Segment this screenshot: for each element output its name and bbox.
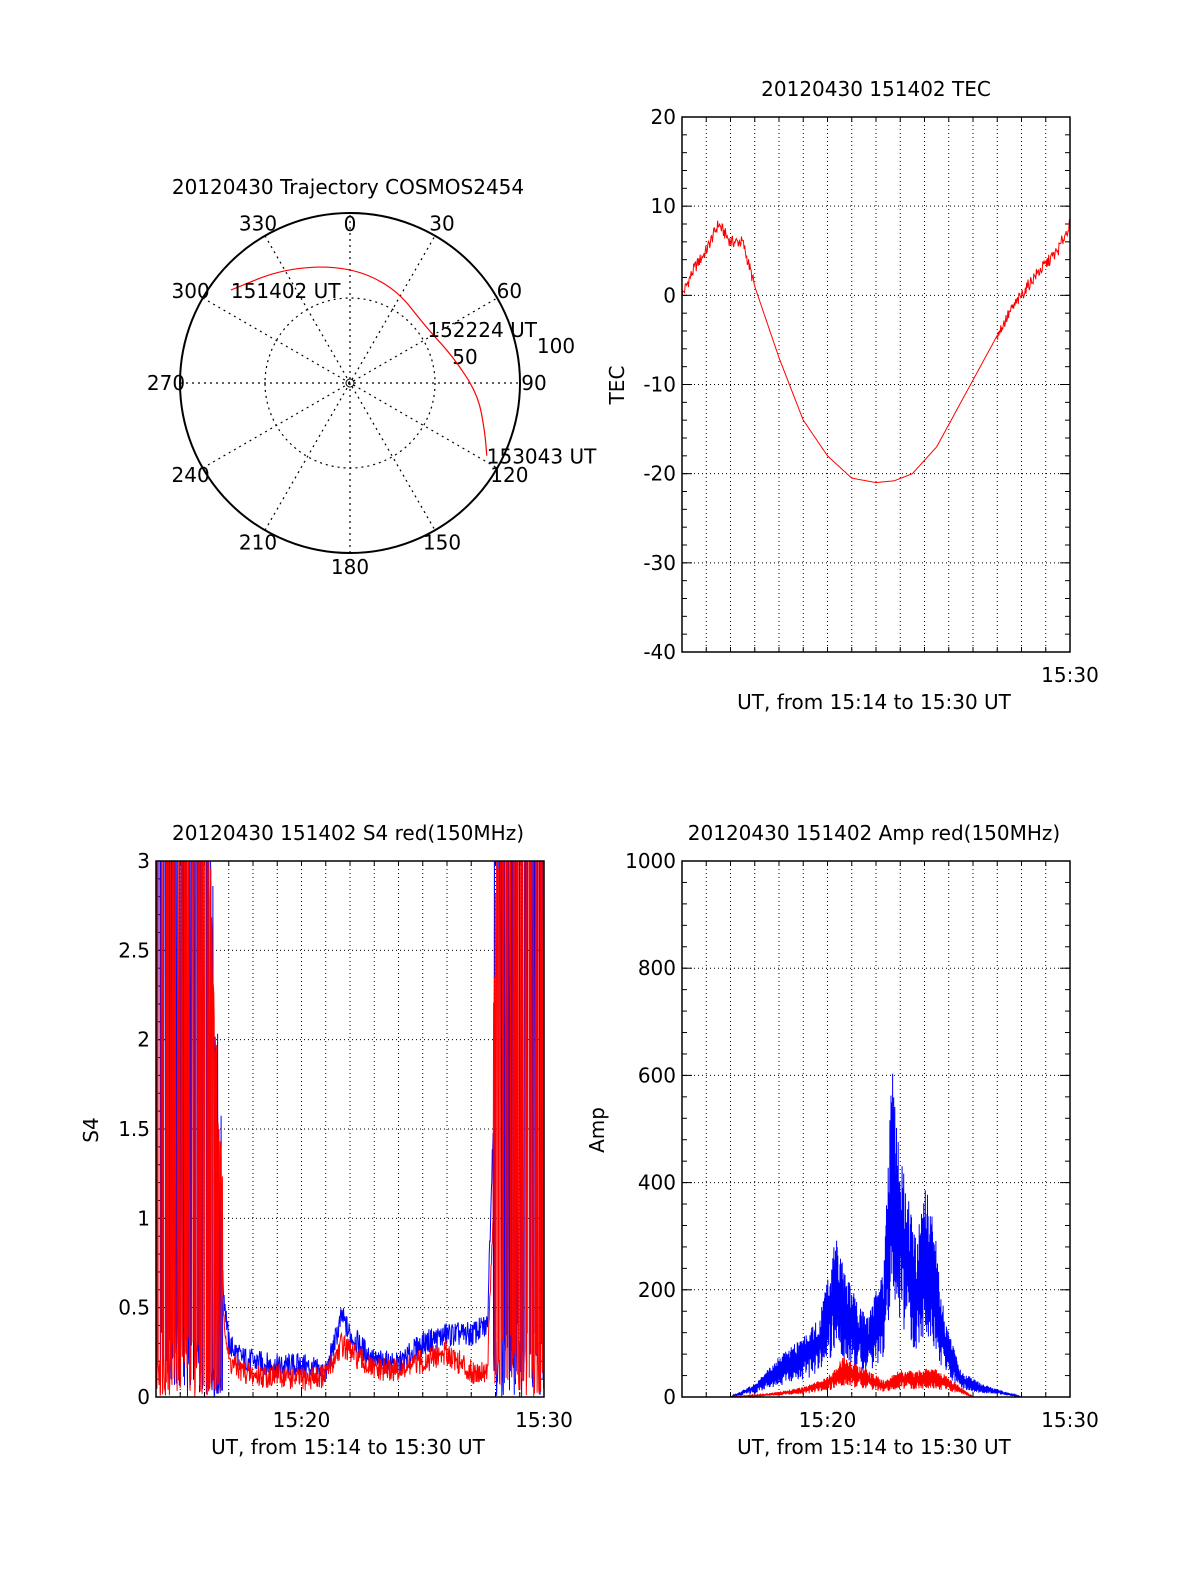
- polar-trajectory-plot: 20120430 Trajectory COSMOS2454 0 30 60 90 12…: [147, 175, 597, 579]
- tec-frame: [681, 116, 1071, 653]
- tec-xlabel: UT, from 15:14 to 15:30 UT: [737, 690, 1012, 714]
- s4-ytick-label: 3: [137, 849, 150, 873]
- polar-radius-label: 100: [537, 334, 575, 358]
- s4-xlabel: UT, from 15:14 to 15:30 UT: [211, 1435, 486, 1459]
- trajectory-time-label: 151402 UT: [231, 279, 341, 303]
- tec-plot: 20120430 151402 TEC UT, from 15:14 to 15…: [605, 77, 1099, 714]
- polar-azimuth-label: 150: [423, 530, 461, 554]
- polar-azimuth-label: 270: [147, 371, 185, 395]
- polar-azimuth-label: 240: [172, 463, 210, 487]
- s4-series-layer: [156, 861, 544, 1397]
- s4-ytick-label: 2: [137, 1028, 150, 1052]
- s4-ytick-label: 1.5: [118, 1117, 150, 1141]
- s4-ylabel: S4: [79, 1117, 103, 1142]
- s4-xtick-label: 15:30: [515, 1408, 573, 1432]
- amp-xtick-label: 15:20: [799, 1408, 857, 1432]
- s4-axes: 3 2.5 2 1.5 1 0.5 0 15:20 15:30: [118, 849, 573, 1432]
- amp-ytick-label: 0: [663, 1385, 676, 1409]
- polar-radius-label: 50: [452, 345, 477, 369]
- s4-ytick-label: 1: [137, 1206, 150, 1230]
- amp-frame: [681, 860, 1071, 1398]
- s4-xtick-label: 15:20: [273, 1408, 331, 1432]
- tec-ytick-label: 10: [651, 194, 676, 218]
- tec-title: 20120430 151402 TEC: [761, 77, 991, 101]
- polar-azimuth-label: 60: [497, 279, 522, 303]
- amp-ytick-label: 400: [638, 1171, 676, 1195]
- tec-ytick-label: -20: [643, 462, 676, 486]
- tec-ytick-label: 20: [651, 105, 676, 129]
- polar-azimuth-label: 330: [239, 212, 277, 236]
- s4-ytick-label: 2.5: [118, 938, 150, 962]
- tec-ytick-label: 0: [663, 283, 676, 307]
- trajectory-time-label: 153043 UT: [487, 445, 597, 469]
- tec-ytick-label: -40: [643, 640, 676, 664]
- s4-ytick-label: 0.5: [118, 1296, 150, 1320]
- amp-xtick-label: 15:30: [1041, 1408, 1099, 1432]
- tec-xtick-label: 15:30: [1041, 663, 1099, 687]
- polar-spoke: [264, 235, 436, 531]
- polar-title: 20120430 Trajectory COSMOS2454: [172, 175, 524, 199]
- polar-azimuth-label: 180: [331, 555, 369, 579]
- amp-xlabel: UT, from 15:14 to 15:30 UT: [737, 1435, 1012, 1459]
- polar-azimuth-label: 210: [239, 530, 277, 554]
- polar-azimuth-label: 0: [344, 212, 357, 236]
- s4-series-red: [156, 861, 544, 1397]
- amp-ytick-label: 800: [638, 956, 676, 980]
- amp-title: 20120430 151402 Amp red(150MHz): [688, 821, 1060, 845]
- polar-trajectory: 151402 UT 152224 UT 153043 UT: [230, 266, 597, 469]
- tec-ylabel: TEC: [605, 366, 629, 406]
- amp-ytick-label: 1000: [625, 849, 676, 873]
- amp-series-blue: [682, 1073, 1070, 1398]
- amp-ytick-label: 600: [638, 1063, 676, 1087]
- tec-ytick-label: -30: [643, 551, 676, 575]
- polar-azimuth-label: 30: [429, 212, 454, 236]
- s4-plot: 20120430 151402 S4 red(150MHz) UT, from …: [79, 821, 573, 1459]
- amp-ytick-label: 200: [638, 1278, 676, 1302]
- s4-series-blue: [156, 861, 544, 1397]
- tec-ytick-label: -10: [643, 373, 676, 397]
- polar-azimuth-label: 90: [521, 371, 546, 395]
- amp-ylabel: Amp: [585, 1107, 609, 1153]
- s4-ytick-label: 0: [137, 1385, 150, 1409]
- tec-axes: 20 10 0 -10 -20 -30 -40 15:30: [643, 105, 1098, 687]
- polar-grid: [179, 212, 521, 554]
- amp-series-red: [682, 1357, 1070, 1399]
- polar-azimuth-label: 120: [490, 463, 528, 487]
- polar-azimuth-label: 300: [172, 279, 210, 303]
- trajectory-time-label: 152224 UT: [427, 318, 537, 342]
- s4-title: 20120430 151402 S4 red(150MHz): [172, 821, 524, 845]
- s4-frame: [155, 860, 545, 1398]
- tec-series-line: [681, 218, 1071, 484]
- amp-axes: 1000 800 600 400 200 0 15:20 15:30: [625, 849, 1099, 1432]
- amp-plot: 20120430 151402 Amp red(150MHz) UT, from…: [585, 821, 1099, 1459]
- polar-azimuth-labels: 0 30 60 90 120 150 180 210 240 270 300 330 50 100: [147, 212, 575, 579]
- trajectory-line: [230, 266, 488, 456]
